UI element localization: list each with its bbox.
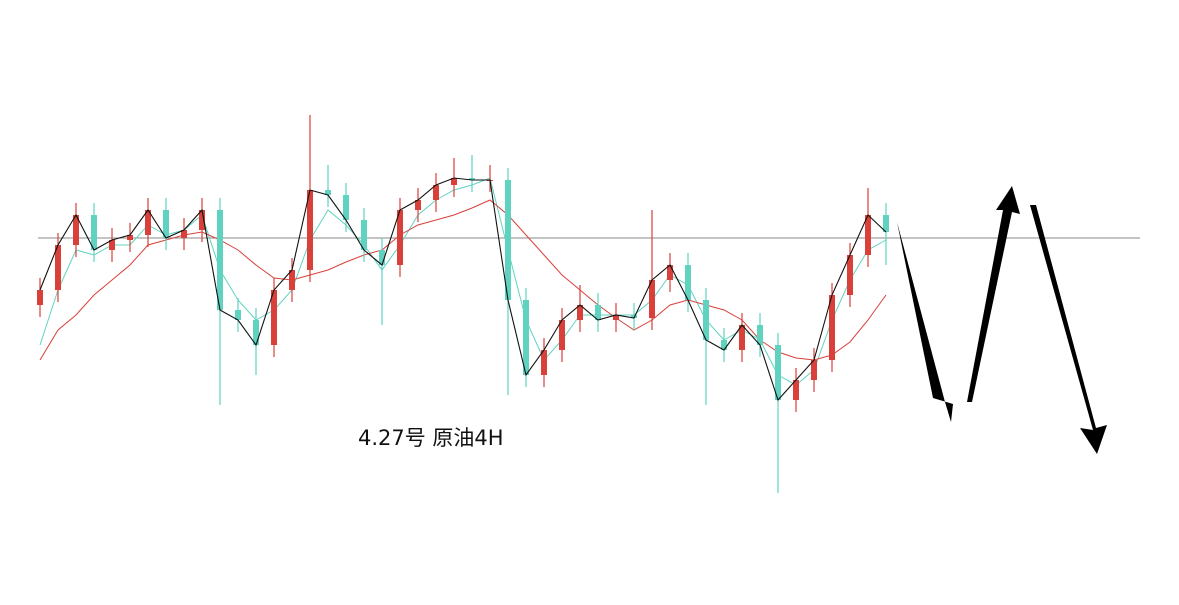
candle-body: [451, 178, 457, 185]
candle-body: [289, 270, 295, 290]
candle-body: [379, 250, 385, 265]
candle-body: [577, 305, 583, 320]
candle-body: [361, 220, 367, 250]
arrow-up: [967, 186, 1020, 402]
candle-body: [865, 215, 871, 255]
candle-body: [739, 325, 745, 350]
candle-body: [433, 185, 439, 200]
candle-body: [883, 215, 889, 232]
candle-body: [667, 265, 673, 280]
candle-body: [253, 320, 259, 345]
candle-body: [343, 195, 349, 220]
moving-average: [39, 177, 887, 386]
candle-body: [811, 360, 817, 380]
candle-body: [631, 315, 637, 318]
candle-body: [505, 180, 511, 300]
candle-body: [757, 325, 763, 345]
candle-body: [703, 300, 709, 340]
candle-body: [541, 350, 547, 375]
candle-body: [325, 190, 331, 195]
candle-body: [523, 300, 529, 375]
candle-body: [199, 210, 205, 230]
candle-body: [793, 380, 799, 400]
candle-body: [163, 210, 169, 238]
candle-body: [181, 230, 187, 238]
plot: [37, 115, 1140, 493]
candle-body: [55, 245, 61, 290]
candle-body: [595, 305, 601, 320]
candle-body: [469, 178, 475, 180]
candle-body: [721, 340, 727, 350]
candle-body: [91, 215, 97, 250]
candle-body: [397, 210, 403, 265]
candle-body: [829, 295, 835, 360]
candle-body: [127, 235, 133, 240]
candle-body: [307, 190, 313, 270]
candle-body: [847, 255, 853, 295]
candle-body: [271, 290, 277, 345]
candle-body: [649, 280, 655, 318]
candle-body: [145, 210, 151, 235]
candle-body: [217, 210, 223, 310]
candle-body: [235, 310, 241, 320]
candle-body: [415, 200, 421, 210]
arrow-down: [897, 222, 953, 422]
candle-body: [109, 240, 115, 250]
arrow-down: [1030, 205, 1107, 454]
candle-body: [775, 345, 781, 400]
candle-body: [559, 320, 565, 350]
candle-body: [613, 315, 619, 320]
caption: 4.27号 原油4H: [358, 426, 504, 450]
close-line: [39, 177, 887, 402]
candle-body: [685, 265, 691, 300]
candle-body: [37, 290, 43, 305]
candle-body: [73, 215, 79, 245]
